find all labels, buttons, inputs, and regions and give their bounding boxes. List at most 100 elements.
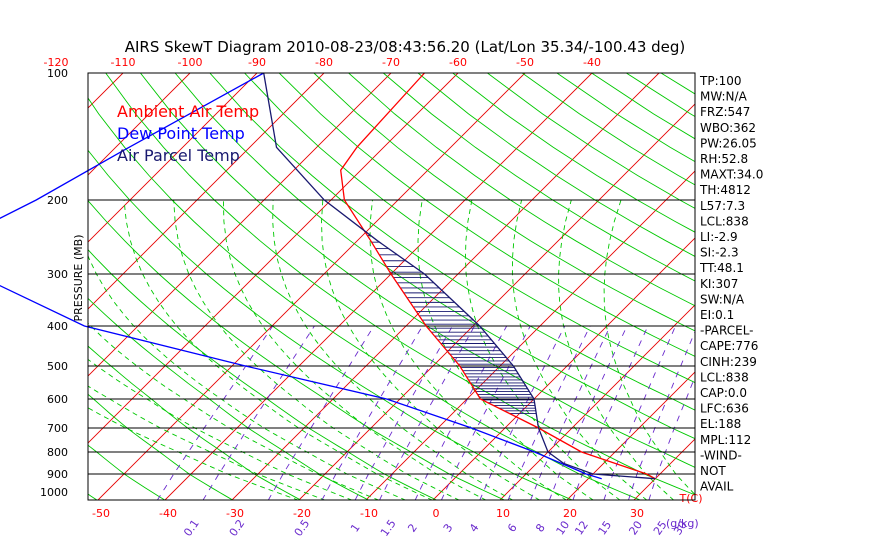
isotherm-line bbox=[88, 73, 258, 243]
index-entry: -WIND- bbox=[700, 448, 742, 462]
index-entry: EL:188 bbox=[700, 417, 741, 431]
dry-adiabat-line bbox=[88, 297, 370, 500]
mixing-ratio-line bbox=[379, 325, 475, 500]
mixing-ratio-line bbox=[530, 325, 611, 500]
moist-adiabat-line bbox=[369, 199, 567, 500]
dry-adiabat-line bbox=[88, 444, 166, 500]
top-temp-tick-label: -60 bbox=[449, 56, 467, 69]
isotherm-line bbox=[88, 73, 459, 444]
isotherm-line bbox=[365, 170, 695, 500]
mixing-ratio-label: 0.5 bbox=[292, 517, 313, 539]
bottom-unit-label: T(C) bbox=[679, 492, 703, 505]
bottom-temp-tick-label: -40 bbox=[159, 507, 177, 520]
mixing-ratio-label: 1 bbox=[348, 521, 363, 534]
index-entry: PW:26.05 bbox=[700, 136, 757, 150]
top-temp-tick-label: -100 bbox=[178, 56, 203, 69]
isotherm-line bbox=[88, 73, 392, 377]
index-entry: TH:4812 bbox=[699, 183, 751, 197]
dry-adiabat-line bbox=[765, 73, 870, 500]
dry-adiabat-line bbox=[88, 249, 438, 500]
index-entry: WBO:362 bbox=[700, 121, 756, 135]
dry-adiabat-line bbox=[313, 73, 695, 332]
pressure-tick-label: 900 bbox=[47, 468, 68, 481]
isotherm-line bbox=[88, 73, 325, 310]
bottom-temp-tick-label: -30 bbox=[226, 507, 244, 520]
plot-frame bbox=[87, 72, 696, 501]
bottom-temp-tick-label: 20 bbox=[563, 507, 577, 520]
moist-adiabat-line bbox=[417, 199, 594, 500]
moist-adiabat-line bbox=[272, 199, 514, 500]
dry-adiabat-line bbox=[417, 73, 695, 257]
mixing-ratio-line bbox=[354, 325, 453, 500]
mixing-ratio-label: 6 bbox=[505, 521, 520, 534]
mixing-ratio-label: 8 bbox=[533, 521, 548, 534]
isotherm-line bbox=[88, 73, 191, 176]
moist-adiabat-line bbox=[173, 199, 460, 500]
legend-entry: Dew Point Temp bbox=[117, 124, 245, 143]
bottom-temp-tick-label: 10 bbox=[496, 507, 510, 520]
dry-adiabat-line bbox=[0, 73, 29, 500]
series-line-dew-point-temp bbox=[0, 72, 602, 480]
pressure-tick-label: 700 bbox=[47, 422, 68, 435]
series-line-air-parcel-temp bbox=[263, 72, 656, 480]
top-temp-tick-label: -120 bbox=[44, 56, 69, 69]
mixing-ratio-label: 4 bbox=[467, 521, 482, 534]
dry-adiabat-line bbox=[835, 73, 870, 500]
mixing-ratio-line bbox=[479, 325, 566, 500]
top-temp-tick-label: -70 bbox=[382, 56, 400, 69]
moist-adiabat-line bbox=[123, 199, 433, 500]
index-entry: LFC:636 bbox=[700, 402, 749, 416]
mixing-ratio-label: 2 bbox=[405, 521, 420, 534]
index-entry: SW:N/A bbox=[700, 292, 745, 306]
dry-adiabat-line bbox=[209, 73, 695, 411]
bottom-temp-tick-label: 0 bbox=[433, 507, 440, 520]
mixing-ratio-line bbox=[267, 325, 375, 500]
isotherm-line bbox=[566, 371, 695, 500]
index-entry: LCL:838 bbox=[700, 214, 749, 228]
moist-adiabat-line bbox=[464, 199, 621, 500]
isotherm-line bbox=[499, 304, 695, 500]
dry-adiabat-line bbox=[521, 73, 695, 186]
index-entry: -PARCEL- bbox=[700, 324, 754, 338]
moist-adiabat-line bbox=[88, 358, 353, 500]
moist-adiabat-line bbox=[222, 199, 487, 500]
dry-adiabat-line bbox=[800, 73, 870, 500]
index-entry: KI:307 bbox=[700, 277, 738, 291]
index-entry: TP:100 bbox=[699, 74, 742, 88]
index-entry: MPL:112 bbox=[700, 433, 751, 447]
moist-adiabat-line bbox=[558, 199, 675, 500]
isotherm-line bbox=[835, 73, 870, 500]
isotherm-line bbox=[231, 73, 660, 500]
index-entry: CAP:0.0 bbox=[700, 386, 747, 400]
index-entry: TT:48.1 bbox=[699, 261, 744, 275]
index-entry: LCL:838 bbox=[700, 370, 749, 384]
dry-adiabat-line bbox=[140, 73, 695, 468]
index-entry: AVAIL bbox=[700, 480, 734, 494]
pressure-tick-label: 500 bbox=[47, 360, 68, 373]
pressure-tick-label: 100 bbox=[47, 67, 68, 80]
pressure-tick-label: 1000 bbox=[40, 486, 68, 499]
mixing-ratio-line bbox=[202, 325, 315, 500]
dry-adiabat-line bbox=[174, 73, 695, 440]
moist-adiabat-line bbox=[511, 199, 648, 500]
pressure-tick-label: 400 bbox=[47, 320, 68, 333]
dry-adiabat-line bbox=[487, 73, 695, 209]
legend-entry: Ambient Air Temp bbox=[117, 102, 259, 121]
dry-adiabat-line bbox=[88, 345, 302, 500]
bottom-temp-tick-label: -50 bbox=[92, 507, 110, 520]
mixing-ratio-label: 0.2 bbox=[227, 517, 248, 539]
bottom-temp-tick-label: -10 bbox=[360, 507, 378, 520]
bottom-temp-tick-label: 30 bbox=[630, 507, 644, 520]
mixing-ratio-label: 10 bbox=[554, 519, 573, 538]
pressure-tick-label: 300 bbox=[47, 268, 68, 281]
mixing-ratio-label: 0.1 bbox=[181, 517, 202, 539]
background-grid bbox=[0, 73, 870, 500]
isotherm-line bbox=[88, 73, 124, 109]
top-temp-tick-label: -110 bbox=[111, 56, 136, 69]
y-axis-label: PRESSURE (MB) bbox=[72, 235, 85, 322]
index-entry: CINH:239 bbox=[700, 355, 757, 369]
cape-hatching bbox=[367, 235, 537, 414]
moist-adiabat-line bbox=[88, 254, 407, 500]
index-entry: RH:52.8 bbox=[700, 152, 748, 166]
